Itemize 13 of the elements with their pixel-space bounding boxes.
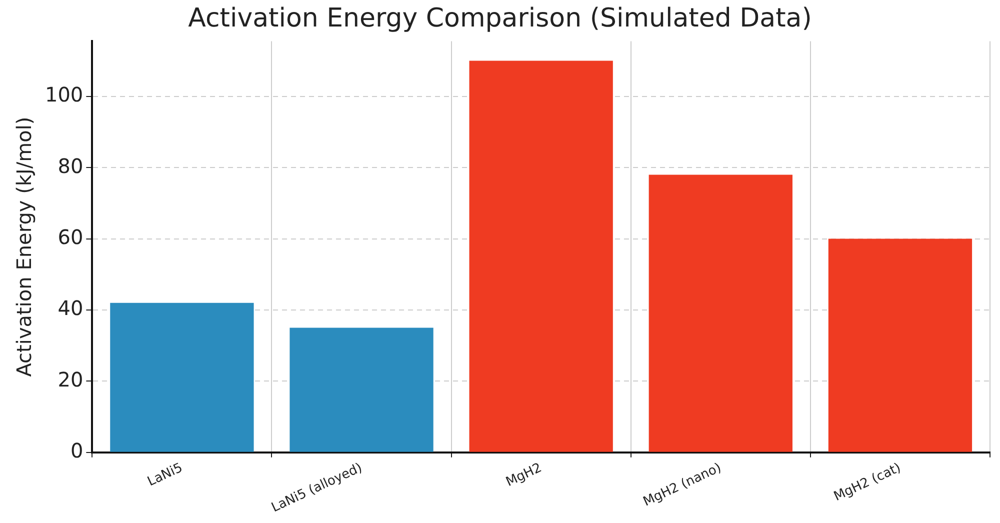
y-axis-title: Activation Energy (kJ/mol) — [12, 116, 36, 377]
chart-title: Activation Energy Comparison (Simulated Data) — [188, 3, 812, 34]
y-tick-label: 80 — [58, 154, 84, 178]
bar — [290, 328, 434, 452]
y-tick-label: 0 — [70, 438, 84, 463]
bar — [469, 60, 613, 452]
bar — [648, 174, 792, 452]
bar — [110, 302, 254, 452]
bar — [828, 238, 972, 452]
y-tick-label: 20 — [58, 367, 84, 392]
y-tick-label: 40 — [58, 296, 84, 320]
y-tick-label: 60 — [58, 224, 84, 249]
y-tick-label: 100 — [44, 82, 84, 107]
